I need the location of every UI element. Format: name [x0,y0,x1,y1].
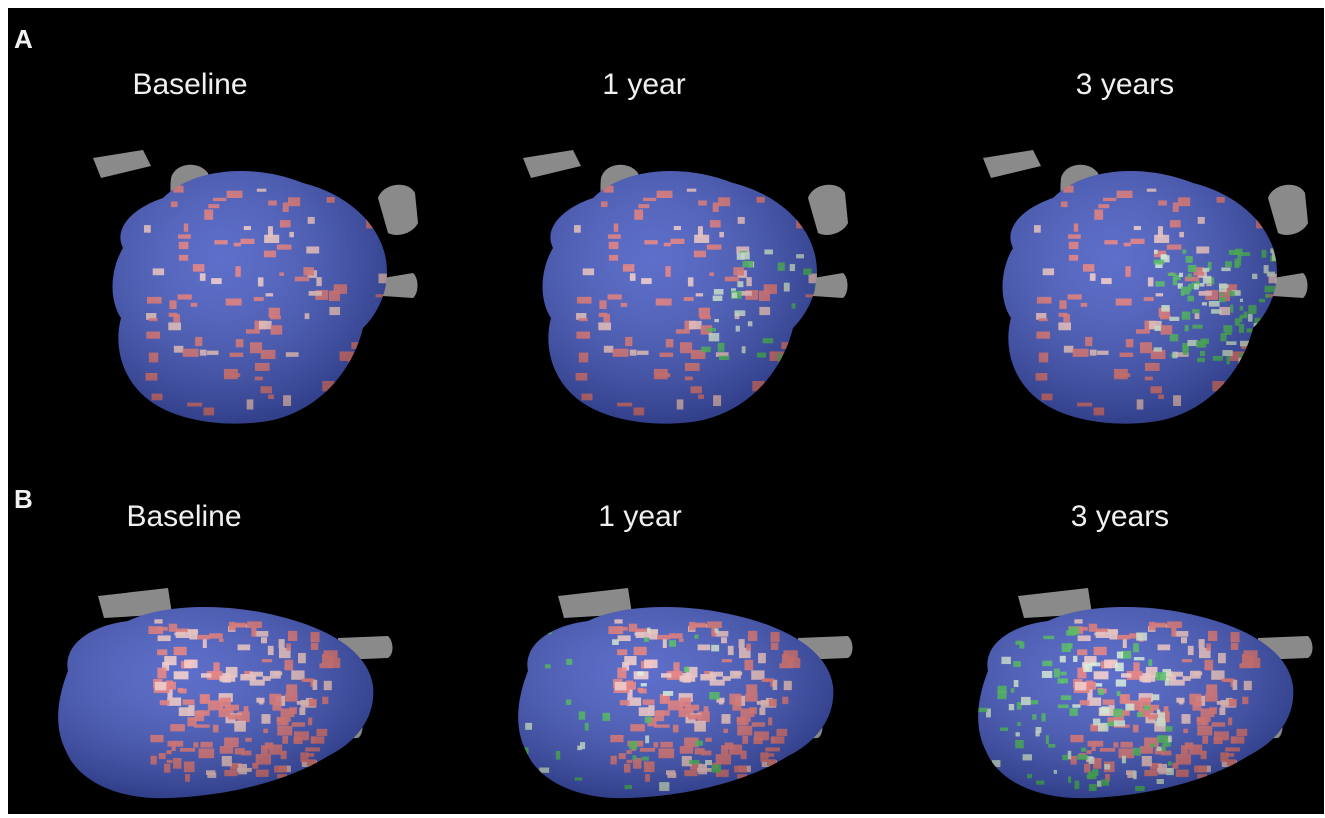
row-a-map-1-year [513,138,853,428]
panel-letter-b: B [14,484,33,514]
row-b-label-3-years: 3 years [1070,500,1170,533]
vein-stub [98,588,172,618]
row-b-label-1-year: 1 year [598,500,682,533]
vein-stub [523,150,581,178]
vein-stub [983,150,1041,178]
atrial-map-graphic [983,150,1308,424]
row-a-label-1-year: 1 year [602,68,686,101]
panel-letter-a: A [14,24,33,54]
vein-stub [558,588,632,618]
figure-canvas: A B Baseline 1 year 3 years Baseline 1 y… [8,8,1324,814]
vein-stub [378,184,418,235]
vein-stub [813,273,848,298]
row-a-label-3-years: 3 years [1075,68,1175,101]
atrial-map-graphic [518,588,853,799]
row-b-map-1-year [498,576,858,806]
row-a-label-baseline: Baseline [132,68,248,101]
row-b-map-3-years [958,576,1318,806]
vein-stub [1273,273,1308,298]
vein-stub [93,150,151,178]
vein-stub [1018,588,1092,618]
vein-stub [383,273,418,298]
atrial-map-graphic [978,588,1313,799]
atrial-map-graphic [93,150,418,424]
vein-stub [808,184,848,235]
row-a-map-baseline [83,138,423,428]
atrial-map-graphic [523,150,848,424]
row-b-map-baseline [38,576,398,806]
row-b-label-baseline: Baseline [126,500,242,533]
vein-stub [1268,184,1308,235]
atrial-map-graphic [58,588,393,799]
row-a-map-3-years [973,138,1313,428]
